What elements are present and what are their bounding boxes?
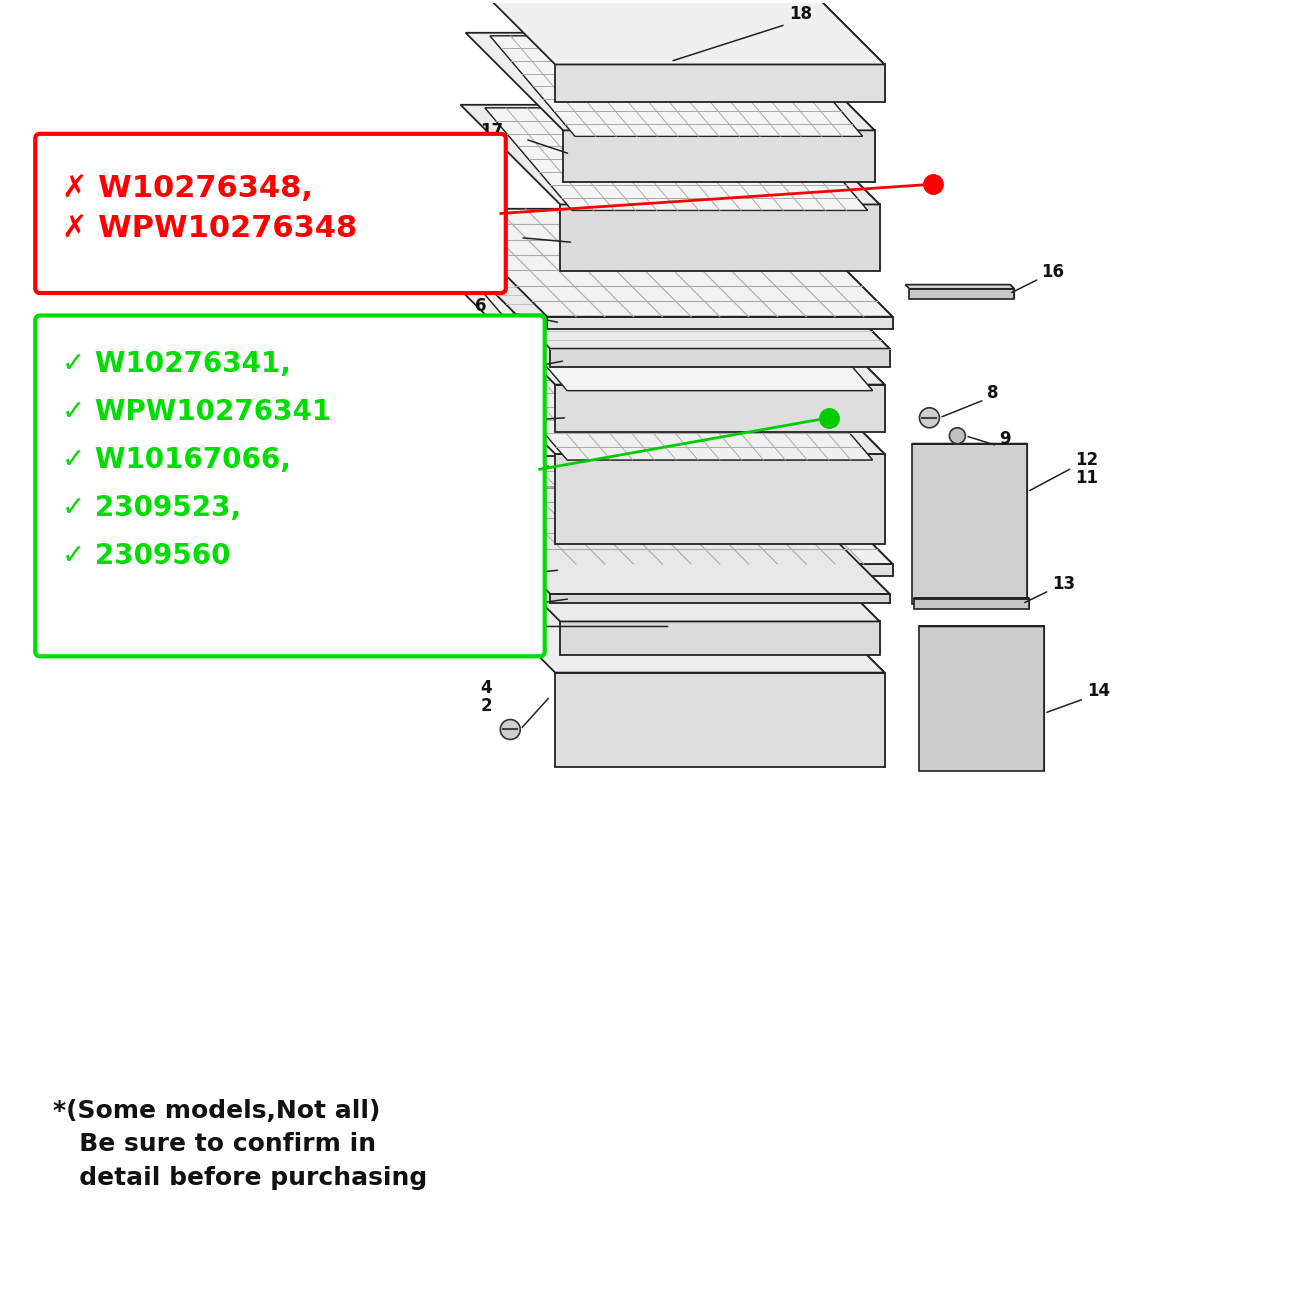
Text: 16: 16 xyxy=(1041,263,1065,281)
Polygon shape xyxy=(476,354,872,460)
Polygon shape xyxy=(777,32,875,182)
Text: 18: 18 xyxy=(789,5,811,22)
Polygon shape xyxy=(550,348,889,367)
Polygon shape xyxy=(555,672,884,767)
Text: 8: 8 xyxy=(987,384,998,402)
Polygon shape xyxy=(485,108,867,211)
Text: 2: 2 xyxy=(480,462,491,480)
Text: 11: 11 xyxy=(1075,469,1098,486)
Polygon shape xyxy=(783,242,889,367)
Polygon shape xyxy=(781,281,884,432)
Polygon shape xyxy=(547,317,893,329)
Polygon shape xyxy=(451,350,884,454)
Polygon shape xyxy=(476,354,872,460)
Polygon shape xyxy=(460,105,880,204)
Polygon shape xyxy=(490,36,863,136)
Polygon shape xyxy=(560,621,880,655)
Polygon shape xyxy=(780,521,880,655)
Polygon shape xyxy=(476,283,872,390)
Polygon shape xyxy=(555,65,884,103)
Polygon shape xyxy=(913,445,1027,603)
Polygon shape xyxy=(490,36,863,136)
Text: ✓ WPW10276341: ✓ WPW10276341 xyxy=(62,398,332,426)
Polygon shape xyxy=(550,594,889,603)
Text: ✗ WPW10276348: ✗ WPW10276348 xyxy=(62,213,358,243)
Text: ✓ 2309523,: ✓ 2309523, xyxy=(62,494,242,523)
Polygon shape xyxy=(563,130,875,182)
Polygon shape xyxy=(780,105,880,270)
Polygon shape xyxy=(476,283,872,390)
Polygon shape xyxy=(460,521,880,621)
Polygon shape xyxy=(451,281,884,385)
Text: 10: 10 xyxy=(488,611,511,628)
Text: 14: 14 xyxy=(1087,682,1110,699)
Text: 2: 2 xyxy=(480,697,491,715)
Text: 9: 9 xyxy=(1000,430,1011,447)
Polygon shape xyxy=(439,456,893,564)
Circle shape xyxy=(919,408,940,428)
FancyBboxPatch shape xyxy=(35,316,545,656)
Polygon shape xyxy=(465,32,875,130)
Polygon shape xyxy=(560,204,880,270)
Text: ✓ W10167066,: ✓ W10167066, xyxy=(62,446,291,474)
Polygon shape xyxy=(443,488,889,594)
Polygon shape xyxy=(451,569,884,672)
Polygon shape xyxy=(547,564,893,576)
Text: 12: 12 xyxy=(1075,451,1098,469)
Text: ✗ W10276348,: ✗ W10276348, xyxy=(62,174,313,203)
Text: 15: 15 xyxy=(480,222,503,239)
Polygon shape xyxy=(781,0,884,103)
Text: *(Some models,Not all)
   Be sure to confirm in
   detail before purchasing: *(Some models,Not all) Be sure to confir… xyxy=(53,1098,428,1190)
Polygon shape xyxy=(783,488,889,603)
Text: ✓ 2309560: ✓ 2309560 xyxy=(62,542,230,569)
Polygon shape xyxy=(914,599,1030,608)
FancyBboxPatch shape xyxy=(35,134,506,292)
Circle shape xyxy=(500,719,520,740)
Polygon shape xyxy=(781,569,884,767)
Text: 4: 4 xyxy=(480,680,491,698)
Text: ✓ W10276341,: ✓ W10276341, xyxy=(62,351,291,378)
Polygon shape xyxy=(910,289,1014,299)
Text: 5: 5 xyxy=(488,559,499,577)
Text: 6: 6 xyxy=(476,296,486,315)
Polygon shape xyxy=(785,209,893,329)
Text: 17: 17 xyxy=(480,122,503,140)
Polygon shape xyxy=(443,242,889,348)
Text: 13: 13 xyxy=(1052,575,1075,593)
Text: 4: 4 xyxy=(480,445,491,463)
Polygon shape xyxy=(785,456,893,576)
Polygon shape xyxy=(555,385,884,432)
Polygon shape xyxy=(781,350,884,543)
Circle shape xyxy=(500,491,520,511)
Polygon shape xyxy=(439,209,893,317)
Polygon shape xyxy=(555,454,884,543)
Text: 7: 7 xyxy=(488,404,499,422)
Text: 3: 3 xyxy=(484,355,495,373)
Circle shape xyxy=(949,428,966,443)
Polygon shape xyxy=(1010,285,1014,299)
Polygon shape xyxy=(451,0,884,65)
Text: 1: 1 xyxy=(490,590,502,608)
Polygon shape xyxy=(919,627,1044,771)
Polygon shape xyxy=(485,108,867,211)
Polygon shape xyxy=(905,285,1014,289)
